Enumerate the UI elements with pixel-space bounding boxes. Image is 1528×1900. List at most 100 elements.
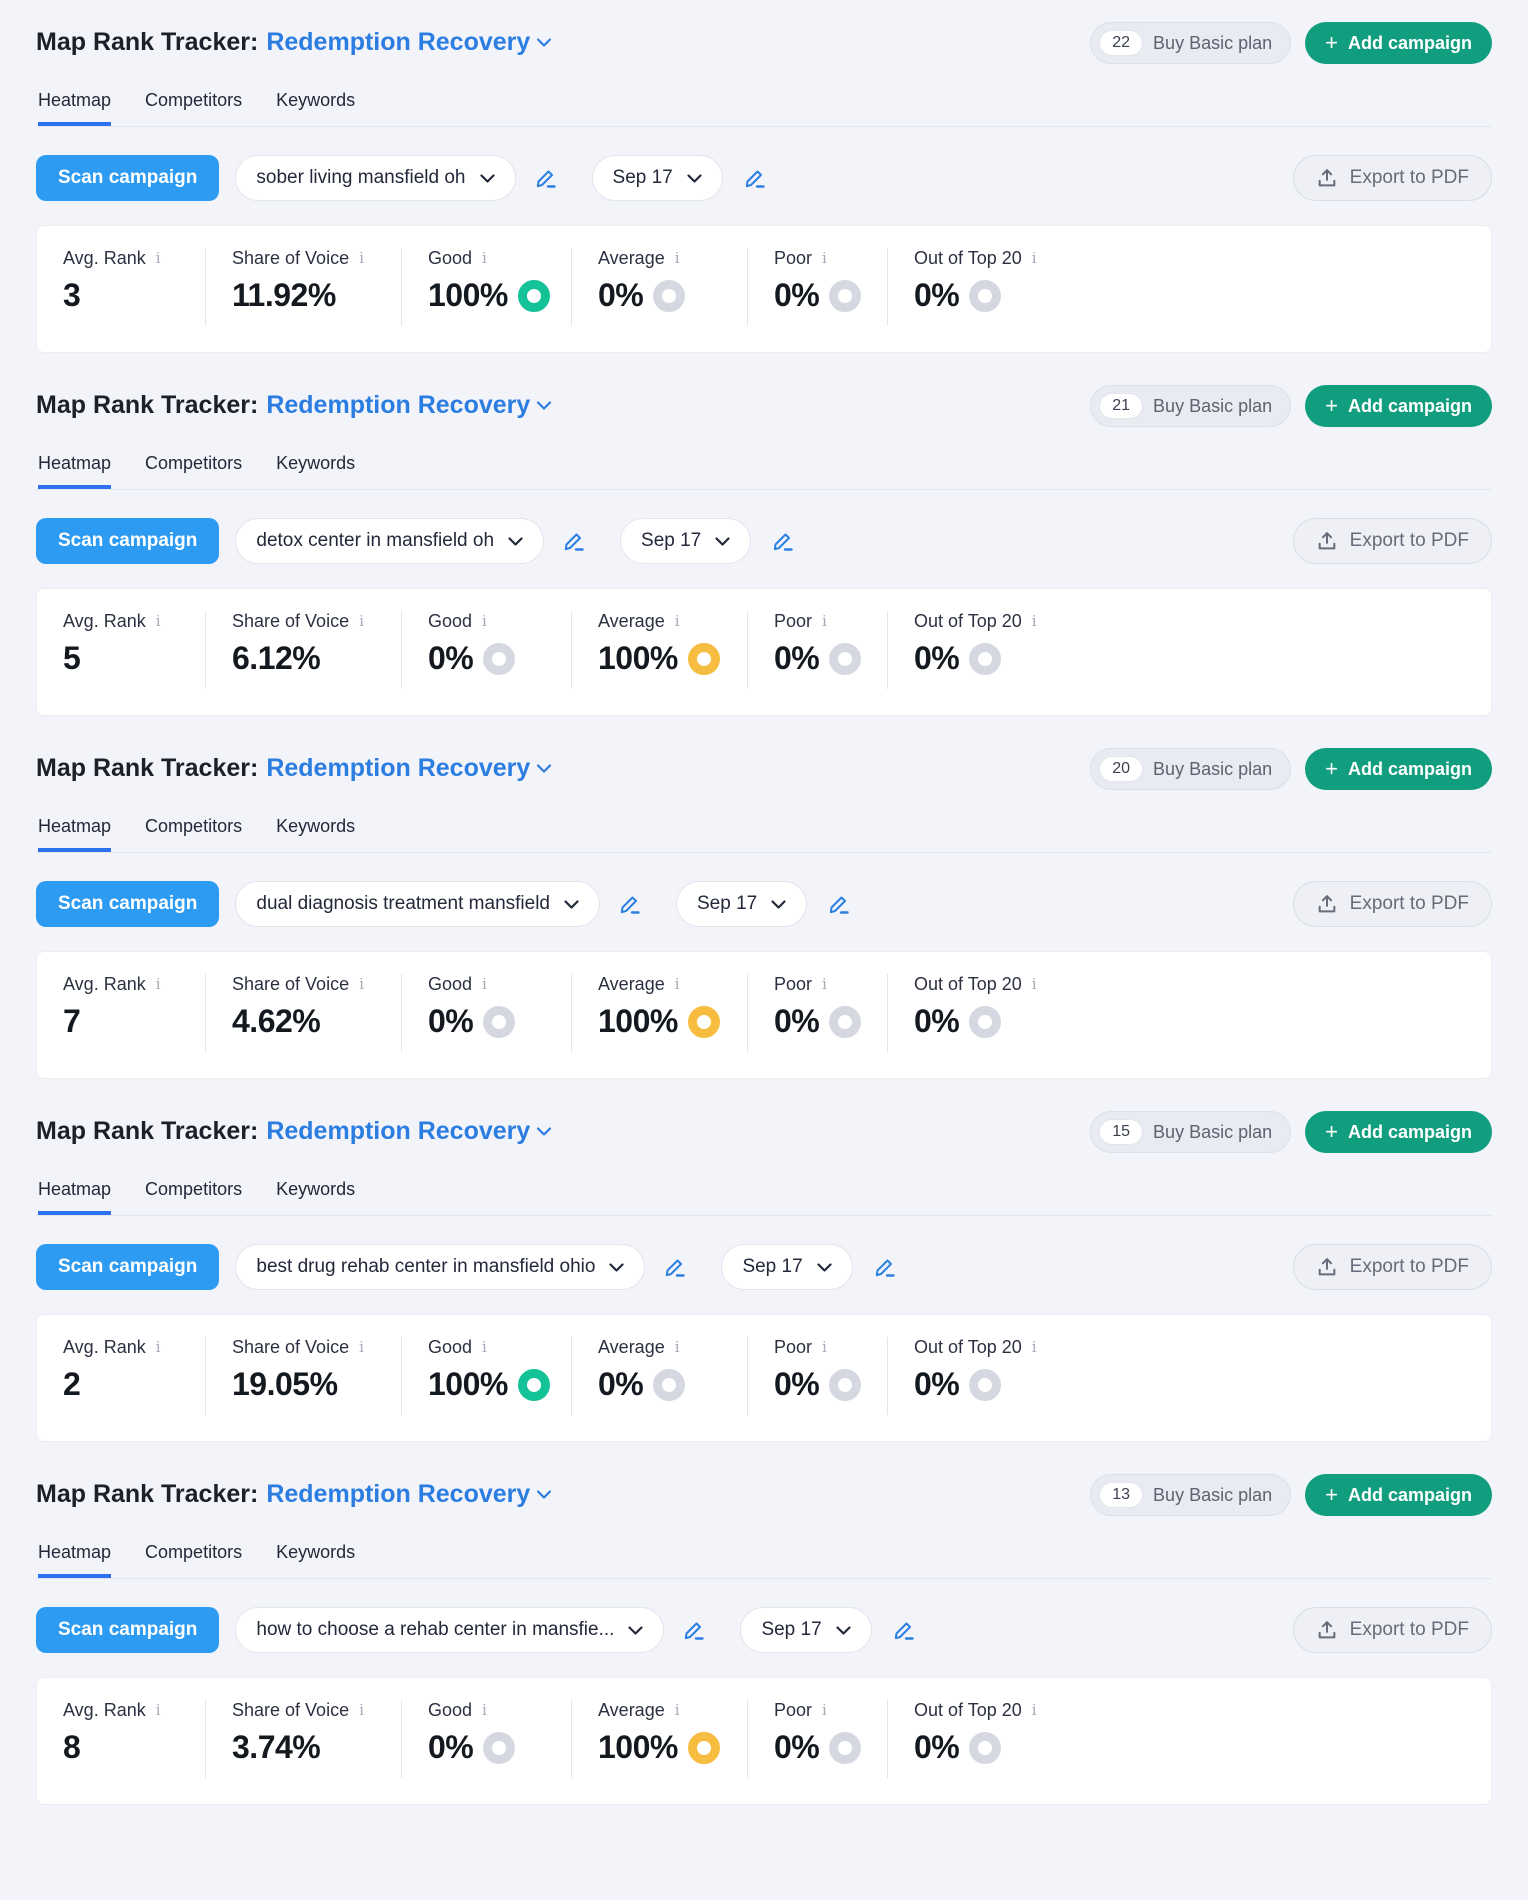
add-campaign-button[interactable]: + Add campaign <box>1305 1474 1492 1516</box>
tab-heatmap[interactable]: Heatmap <box>38 816 112 852</box>
info-icon[interactable]: i <box>674 1338 680 1356</box>
keyword-select[interactable]: sober living mansfield oh <box>235 155 516 201</box>
project-dropdown[interactable]: Redemption Recovery <box>266 385 552 425</box>
tab-competitors[interactable]: Competitors <box>145 90 243 110</box>
info-icon[interactable]: i <box>674 612 680 630</box>
tab-heatmap[interactable]: Heatmap <box>38 1542 112 1578</box>
info-icon[interactable]: i <box>359 1338 364 1356</box>
keyword-select[interactable]: best drug rehab center in mansfield ohio <box>235 1244 646 1290</box>
info-icon[interactable]: i <box>822 1338 827 1356</box>
export-to-pdf-button[interactable]: Export to PDF <box>1292 155 1492 201</box>
stat-share-of-voice: Share of Voice i 19.05% <box>205 1337 401 1415</box>
info-icon[interactable]: i <box>155 975 161 993</box>
info-icon[interactable]: i <box>1031 249 1037 267</box>
info-icon[interactable]: i <box>822 249 827 267</box>
edit-date-button[interactable] <box>739 162 771 194</box>
header-actions: 15 Buy Basic plan + Add campaign <box>1090 1111 1492 1153</box>
tab-heatmap[interactable]: Heatmap <box>38 1179 112 1215</box>
buy-basic-plan-button[interactable]: 22 Buy Basic plan <box>1090 22 1292 64</box>
tab-keywords[interactable]: Keywords <box>276 1179 356 1199</box>
add-campaign-button[interactable]: + Add campaign <box>1305 22 1492 64</box>
edit-keyword-button[interactable] <box>558 525 590 557</box>
project-dropdown[interactable]: Redemption Recovery <box>266 1111 552 1151</box>
info-icon[interactable]: i <box>482 612 487 630</box>
stats-card: Avg. Rank i 2 Share of Voice i 19.05% Go <box>36 1314 1492 1442</box>
edit-keyword-button[interactable] <box>659 1251 691 1283</box>
export-to-pdf-button[interactable]: Export to PDF <box>1292 518 1492 564</box>
info-icon[interactable]: i <box>1031 1701 1037 1719</box>
edit-date-button[interactable] <box>823 888 855 920</box>
edit-date-button[interactable] <box>869 1251 901 1283</box>
info-icon[interactable]: i <box>359 1701 364 1719</box>
edit-keyword-button[interactable] <box>614 888 646 920</box>
project-dropdown[interactable]: Redemption Recovery <box>266 1474 552 1514</box>
info-icon[interactable]: i <box>822 975 827 993</box>
tab-competitors[interactable]: Competitors <box>145 1542 243 1562</box>
scan-campaign-button[interactable]: Scan campaign <box>36 881 220 927</box>
tab-keywords[interactable]: Keywords <box>276 1542 356 1562</box>
info-icon[interactable]: i <box>1031 1338 1037 1356</box>
info-icon[interactable]: i <box>482 249 487 267</box>
buy-basic-plan-button[interactable]: 21 Buy Basic plan <box>1090 385 1292 427</box>
info-icon[interactable]: i <box>482 1701 487 1719</box>
info-icon[interactable]: i <box>822 1701 827 1719</box>
buy-basic-plan-button[interactable]: 20 Buy Basic plan <box>1090 748 1292 790</box>
date-select[interactable]: Sep 17 <box>721 1244 853 1290</box>
toolbar: Scan campaign sober living mansfield oh … <box>36 155 1492 201</box>
donut-indicator <box>969 1005 1002 1038</box>
edit-keyword-button[interactable] <box>530 162 562 194</box>
project-dropdown[interactable]: Redemption Recovery <box>266 748 552 788</box>
date-select[interactable]: Sep 17 <box>591 155 723 201</box>
add-campaign-label: Add campaign <box>1347 1484 1472 1505</box>
scan-campaign-button[interactable]: Scan campaign <box>36 1244 220 1290</box>
info-icon[interactable]: i <box>359 975 364 993</box>
info-icon[interactable]: i <box>155 1338 161 1356</box>
info-icon[interactable]: i <box>1031 612 1037 630</box>
add-campaign-button[interactable]: + Add campaign <box>1305 748 1492 790</box>
edit-keyword-button[interactable] <box>678 1614 710 1646</box>
info-icon[interactable]: i <box>1031 975 1037 993</box>
export-to-pdf-button[interactable]: Export to PDF <box>1292 1244 1492 1290</box>
keyword-select[interactable]: dual diagnosis treatment mansfield <box>235 881 600 927</box>
edit-date-button[interactable] <box>767 525 799 557</box>
stat-value: 100% <box>598 640 725 677</box>
info-icon[interactable]: i <box>359 249 364 267</box>
info-icon[interactable]: i <box>674 1701 680 1719</box>
add-campaign-label: Add campaign <box>1347 758 1472 779</box>
date-select[interactable]: Sep 17 <box>620 518 752 564</box>
tab-keywords[interactable]: Keywords <box>276 90 356 110</box>
tab-keywords[interactable]: Keywords <box>276 816 356 836</box>
tab-keywords[interactable]: Keywords <box>276 453 356 473</box>
scan-campaign-button[interactable]: Scan campaign <box>36 518 220 564</box>
info-icon[interactable]: i <box>674 249 680 267</box>
date-select[interactable]: Sep 17 <box>740 1607 872 1653</box>
export-to-pdf-button[interactable]: Export to PDF <box>1292 881 1492 927</box>
buy-basic-plan-button[interactable]: 15 Buy Basic plan <box>1090 1111 1292 1153</box>
info-icon[interactable]: i <box>155 612 161 630</box>
keyword-select[interactable]: how to choose a rehab center in mansfie.… <box>235 1607 665 1653</box>
export-to-pdf-button[interactable]: Export to PDF <box>1292 1607 1492 1653</box>
edit-date-button[interactable] <box>888 1614 920 1646</box>
scan-campaign-button[interactable]: Scan campaign <box>36 155 220 201</box>
keyword-select-value: sober living mansfield oh <box>256 167 466 188</box>
info-icon[interactable]: i <box>482 1338 487 1356</box>
tab-heatmap[interactable]: Heatmap <box>38 90 112 126</box>
tab-competitors[interactable]: Competitors <box>145 453 243 473</box>
tab-competitors[interactable]: Competitors <box>145 816 243 836</box>
tab-competitors[interactable]: Competitors <box>145 1179 243 1199</box>
keyword-select[interactable]: detox center in mansfield oh <box>235 518 545 564</box>
info-icon[interactable]: i <box>674 975 680 993</box>
info-icon[interactable]: i <box>155 249 161 267</box>
info-icon[interactable]: i <box>482 975 487 993</box>
info-icon[interactable]: i <box>359 612 364 630</box>
tab-heatmap[interactable]: Heatmap <box>38 453 112 489</box>
info-icon[interactable]: i <box>155 1701 161 1719</box>
add-campaign-button[interactable]: + Add campaign <box>1305 1111 1492 1153</box>
add-campaign-button[interactable]: + Add campaign <box>1305 385 1492 427</box>
scan-campaign-button[interactable]: Scan campaign <box>36 1607 220 1653</box>
buy-basic-plan-button[interactable]: 13 Buy Basic plan <box>1090 1474 1292 1516</box>
date-select[interactable]: Sep 17 <box>676 881 808 927</box>
project-dropdown[interactable]: Redemption Recovery <box>266 22 552 62</box>
info-icon[interactable]: i <box>822 612 827 630</box>
stat-value: 0% <box>774 640 865 677</box>
